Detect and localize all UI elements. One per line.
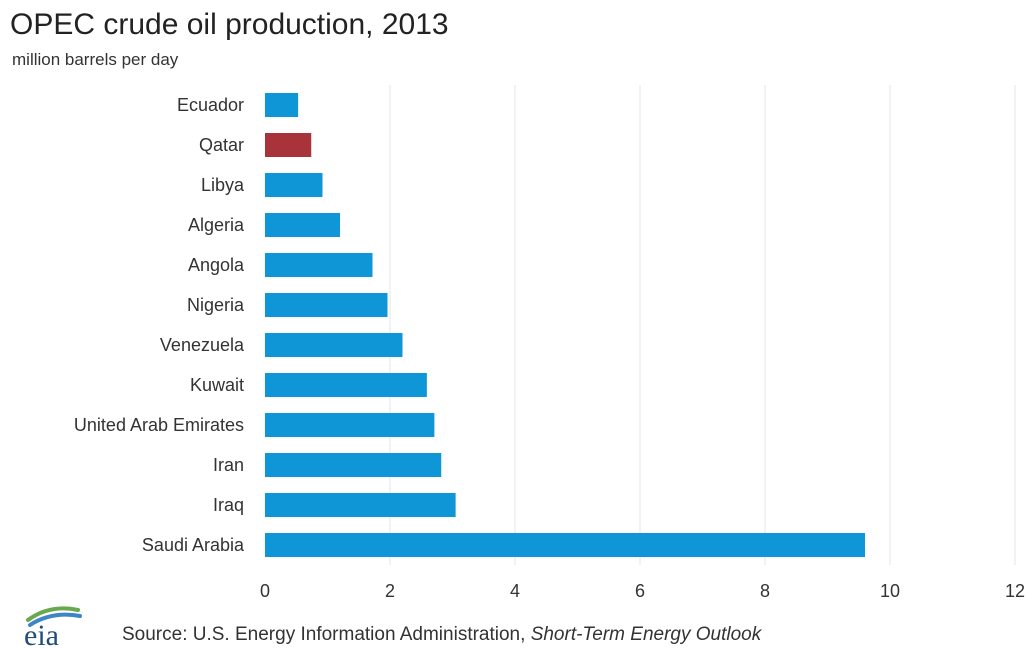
source-publication: Short-Term Energy Outlook [530,624,762,645]
category-label: Qatar [199,135,244,155]
chart-subtitle: million barrels per day [12,50,179,69]
bar-libya [265,173,323,197]
bar-angola [265,253,373,277]
category-label: Saudi Arabia [142,535,245,555]
category-label: Venezuela [160,335,245,355]
x-tick-label: 4 [510,581,520,600]
gridlines [389,85,1016,565]
bar-chart: Ecuador Qatar Libya Algeria Angola Nigeria Ven… [74,85,1025,600]
bars [265,93,865,557]
x-tick-label: 8 [760,581,770,600]
x-tick-label: 2 [385,581,395,600]
x-tick-label: 6 [635,581,645,600]
bar-ecuador [265,93,299,117]
source-note: Source: U.S. Energy Information Administ… [122,624,761,646]
source-prefix: Source: U.S. Energy Information Administ… [122,624,531,645]
bar-algeria [265,213,340,237]
bar-saudi-arabia [265,533,865,557]
category-labels: Ecuador Qatar Libya Algeria Angola Nigeria Ven… [74,95,245,555]
bar-united-arab-emirates [265,413,435,437]
category-label: Algeria [188,215,245,235]
x-tick-labels: 0 2 4 6 8 10 12 [260,581,1025,600]
category-label: Libya [201,175,245,195]
bar-iraq [265,493,456,517]
category-label: United Arab Emirates [74,415,244,435]
category-label: Ecuador [177,95,244,115]
category-label: Nigeria [187,295,245,315]
category-label: Iran [213,455,244,475]
category-label: Kuwait [190,375,244,395]
category-label: Angola [188,255,245,275]
x-tick-label: 12 [1005,581,1025,600]
x-tick-label: 10 [880,581,900,600]
footer: eia Source: U.S. Energy Information Admi… [0,598,1028,649]
bar-iran [265,453,442,477]
bar-qatar [265,133,312,157]
bar-venezuela [265,333,403,357]
chart-title: OPEC crude oil production, 2013 [10,8,449,41]
category-label: Iraq [213,495,244,515]
bar-nigeria [265,293,388,317]
eia-logo-text: eia [24,619,59,648]
eia-logo: eia [24,606,82,648]
bar-kuwait [265,373,427,397]
x-tick-label: 0 [260,581,270,600]
